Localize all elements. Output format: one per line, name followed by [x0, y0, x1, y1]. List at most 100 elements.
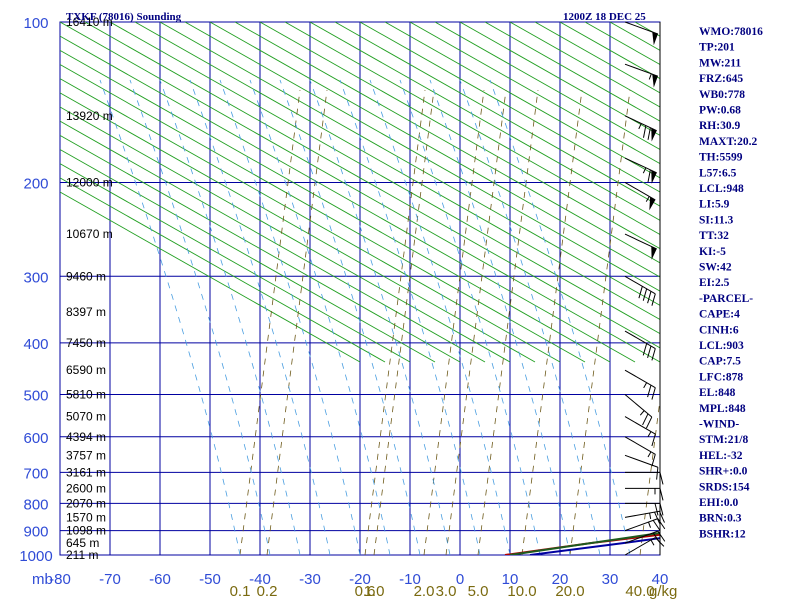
- index-line: LCL:948: [699, 183, 744, 195]
- index-line: BRN:0.3: [699, 513, 742, 525]
- mixing-ratio-label: 0.2: [257, 583, 278, 600]
- temp-tick-label: 30: [602, 571, 619, 588]
- height-label: 2600 m: [66, 481, 106, 495]
- mixing-ratio-label: 1.0: [364, 583, 385, 600]
- dry-adiabat-line: [134, 22, 660, 321]
- height-label: 5810 m: [66, 388, 106, 402]
- mixing-ratio-label: 20.0: [555, 583, 584, 600]
- height-label: 9460 m: [66, 269, 106, 283]
- index-line: SRDS:154: [699, 481, 750, 493]
- wind-barb-flag: [657, 530, 666, 542]
- wind-barb-flag: [651, 293, 656, 306]
- pressure-tick-label: 400: [23, 336, 48, 353]
- dry-adiabat-line: [60, 191, 361, 363]
- index-line: MPL:848: [699, 403, 746, 415]
- chart-lines: [60, 22, 660, 555]
- mixing-ratio-label: 0.1: [230, 583, 251, 600]
- stability-indices: WMO:78016 TP:201 MW:211 FRZ:645 WB0:778 PW:0.…: [699, 26, 763, 540]
- wind-barb-flag: [659, 503, 664, 516]
- wind-barb-pennant: [651, 170, 657, 184]
- mixing-ratio-label: 3.0: [436, 583, 457, 600]
- wind-barb-flag: [647, 291, 652, 304]
- moist-adiabat-line: [279, 79, 421, 555]
- mixing-ratio-line: [521, 89, 583, 555]
- mixing-ratio-label: 40.0: [625, 583, 654, 600]
- index-line: BSHR:12: [699, 528, 746, 540]
- dry-adiabat-line: [534, 22, 660, 94]
- mixing-ratio-label: 10.0: [507, 583, 536, 600]
- wind-barb-pennant: [652, 74, 658, 88]
- wind-barb-staff: [624, 369, 656, 389]
- dry-adiabat-line: [384, 22, 660, 179]
- index-line: TH:5599: [699, 152, 743, 164]
- wind-barb-staff: [624, 275, 656, 295]
- index-line: -PARCEL-: [699, 293, 753, 305]
- wind-barb-half: [648, 73, 652, 80]
- temp-tick-label: 20: [552, 571, 569, 588]
- index-line: MW:211: [699, 57, 741, 69]
- dry-adiabat-line: [309, 22, 660, 221]
- temp-tick-label: 0: [456, 571, 464, 588]
- wind-barb-half: [642, 167, 647, 174]
- wind-barb-flag: [647, 385, 652, 398]
- dry-adiabat-line: [60, 148, 436, 363]
- dry-adiabat-line: [259, 22, 660, 250]
- index-line: TP:201: [699, 42, 735, 54]
- dry-adiabat-line: [60, 49, 611, 363]
- mixing-ratio-label: 5.0: [468, 583, 489, 600]
- mixing-ratio-label: 0.6: [355, 583, 376, 600]
- wind-barb-staff: [624, 21, 659, 35]
- temp-tick-label: -40: [249, 571, 271, 588]
- moist-adiabat-line: [249, 79, 391, 555]
- mixing-ratio-line: [445, 89, 507, 555]
- pressure-tick-label: 700: [23, 465, 48, 482]
- dry-adiabat-line: [184, 22, 660, 292]
- wind-barb-half: [645, 196, 650, 202]
- temp-tick-label: -50: [199, 571, 221, 588]
- temp-tick-label: -60: [149, 571, 171, 588]
- moist-adiabat-line: [429, 79, 571, 555]
- wind-barb-staff: [624, 454, 659, 468]
- height-label: 10670 m: [66, 227, 113, 241]
- height-label: 4394 m: [66, 430, 106, 444]
- dry-adiabat-line: [284, 22, 660, 236]
- pressure-tick-label: 900: [23, 524, 48, 541]
- wind-barb-flag: [656, 467, 659, 480]
- wind-barb-half: [647, 431, 652, 438]
- pressure-tick-label: 300: [23, 269, 48, 286]
- wind-barb-staff: [624, 394, 653, 418]
- dry-adiabat-line: [109, 22, 660, 335]
- wind-barb-flag: [654, 537, 665, 547]
- mixing-ratio-line: [639, 396, 660, 555]
- pressure-tick-label: 800: [23, 496, 48, 513]
- dry-adiabat-line: [60, 92, 536, 363]
- index-line: CAPE:4: [699, 309, 740, 321]
- index-line: SI:11.3: [699, 214, 733, 226]
- height-label: 5070 m: [66, 410, 106, 424]
- wind-barb-staff: [624, 518, 659, 532]
- wind-barb-flag: [642, 413, 649, 426]
- index-line: L57:6.5: [699, 167, 737, 179]
- wind-barb-flag: [642, 343, 648, 356]
- wind-barb-pennant: [649, 196, 656, 211]
- moist-adiabat-line: [99, 79, 241, 555]
- wind-barb-flag: [643, 125, 647, 138]
- wind-barb-flag: [651, 348, 656, 361]
- wind-barb-staff: [624, 115, 657, 132]
- wind-barb-staff: [624, 537, 656, 556]
- mixing-ratio-line: [477, 89, 539, 555]
- index-line: CINH:6: [699, 324, 739, 336]
- index-line: EHI:0.0: [699, 497, 739, 509]
- chart-series: [504, 532, 660, 555]
- pressure-unit-label: mb: [32, 571, 53, 588]
- dry-adiabat-line: [209, 22, 660, 278]
- wind-barb-flag: [651, 454, 656, 467]
- wind-barb-staff: [624, 330, 656, 349]
- index-line: LFC:878: [699, 371, 743, 383]
- wind-barb-flag: [647, 127, 651, 140]
- height-label: 8397 m: [66, 305, 106, 319]
- index-line: MAXT:20.2: [699, 136, 757, 148]
- dry-adiabat-line: [60, 134, 461, 363]
- temp-tick-label: 40: [652, 571, 669, 588]
